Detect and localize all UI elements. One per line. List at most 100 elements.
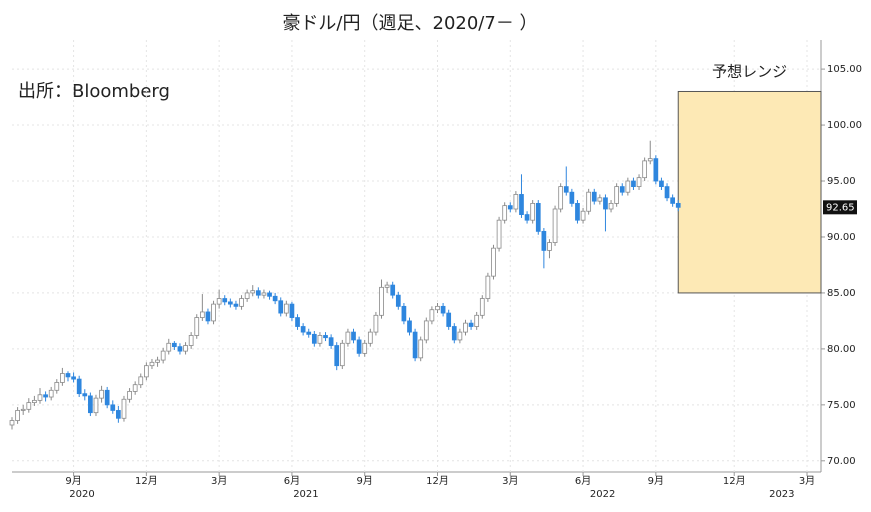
candle-body — [429, 309, 435, 322]
forecast-label: 予想レンジ — [712, 63, 787, 81]
candle-body — [88, 395, 93, 414]
candle-body — [491, 247, 496, 277]
candle-body — [351, 331, 356, 341]
candle-body — [603, 197, 608, 210]
candle-body — [9, 420, 15, 426]
candle-body — [37, 394, 43, 401]
x-tick-label: 9月 — [357, 475, 373, 487]
candle-body — [530, 202, 536, 221]
candle-body — [227, 301, 233, 305]
candle-body — [670, 197, 675, 204]
candle-body — [608, 202, 614, 210]
candle-body — [261, 292, 267, 296]
x-tick-label: 3月 — [502, 475, 518, 487]
candle-body — [300, 326, 306, 333]
x-tick-label: 3月 — [211, 475, 227, 487]
candle-body — [423, 320, 429, 341]
year-label: 2022 — [590, 489, 615, 500]
candle-body — [267, 292, 272, 297]
candle-body — [356, 339, 362, 354]
candle-body — [468, 322, 474, 327]
candle-body — [507, 205, 513, 210]
candle-body — [541, 230, 547, 251]
candle-body — [127, 391, 132, 400]
candle-body — [188, 335, 194, 346]
candle-body — [20, 408, 26, 411]
candle-body — [160, 350, 166, 361]
candle-body — [575, 202, 580, 221]
candle-body — [60, 373, 65, 383]
candle-body — [155, 359, 160, 363]
candle-body — [569, 191, 575, 204]
candle-body — [194, 317, 200, 336]
candle-body — [306, 331, 312, 335]
candle-body — [132, 384, 138, 392]
candle-body — [233, 303, 239, 307]
candle-body — [412, 331, 418, 359]
candle-body — [401, 305, 407, 322]
candle-body — [552, 208, 558, 243]
candle-body — [625, 180, 631, 193]
candle-body — [76, 378, 82, 395]
x-tick-label: 12月 — [723, 475, 746, 487]
candle-body — [463, 322, 468, 333]
candle-body — [54, 382, 60, 391]
x-tick-label: 12月 — [426, 475, 449, 487]
candle-body — [345, 331, 351, 344]
candle-body — [653, 158, 659, 182]
candle-body — [524, 214, 530, 221]
candle-body — [418, 339, 424, 359]
candle-body — [379, 286, 384, 316]
candle-body — [205, 311, 211, 322]
candle-body — [216, 298, 222, 305]
x-tick-label: 9月 — [65, 475, 81, 487]
candle-body — [82, 393, 88, 397]
candle-body — [373, 314, 379, 333]
y-tick-label: 75.00 — [827, 400, 856, 411]
last-price-label: 92.65 — [826, 202, 855, 213]
candle-body — [664, 186, 670, 199]
candle-body — [121, 398, 127, 419]
candle-body — [272, 295, 278, 302]
candle-body — [446, 312, 452, 327]
candle-body — [93, 397, 99, 414]
candle-body — [283, 303, 289, 314]
candle-body — [659, 180, 664, 188]
candle-body — [362, 342, 368, 354]
candle-body — [328, 337, 334, 346]
candle-body — [614, 186, 620, 204]
candle-body — [407, 320, 412, 333]
candle-body — [48, 389, 54, 398]
candle-body — [451, 326, 457, 341]
candle-body — [513, 194, 519, 210]
candle-body — [250, 290, 256, 294]
candle-body — [26, 402, 32, 410]
candle-body — [519, 194, 524, 215]
x-tick-label: 6月 — [284, 475, 300, 487]
candle-body — [395, 294, 401, 307]
candle-body — [255, 290, 261, 296]
candle-body — [222, 298, 228, 303]
y-tick-label: 70.00 — [827, 456, 856, 467]
forecast-range — [677, 90, 822, 294]
x-tick-label: 3月 — [799, 475, 815, 487]
y-tick-label: 95.00 — [827, 176, 856, 187]
candle-body — [110, 404, 116, 411]
candle-body — [597, 197, 603, 202]
candle-body — [619, 186, 625, 193]
candle-body — [474, 314, 480, 327]
candle-body — [71, 376, 76, 380]
candle-body — [457, 331, 463, 341]
x-tick-label: 12月 — [135, 475, 158, 487]
candle-body — [547, 242, 552, 251]
candle-body — [502, 205, 508, 221]
candle-body — [631, 180, 636, 188]
candle-body — [642, 160, 648, 179]
candle-body — [43, 394, 48, 398]
candle-body — [15, 410, 20, 421]
candle-body — [317, 335, 323, 344]
candle-body — [138, 376, 144, 386]
candle-body — [144, 365, 149, 378]
candle-body — [563, 186, 569, 193]
candle-body — [479, 298, 485, 316]
